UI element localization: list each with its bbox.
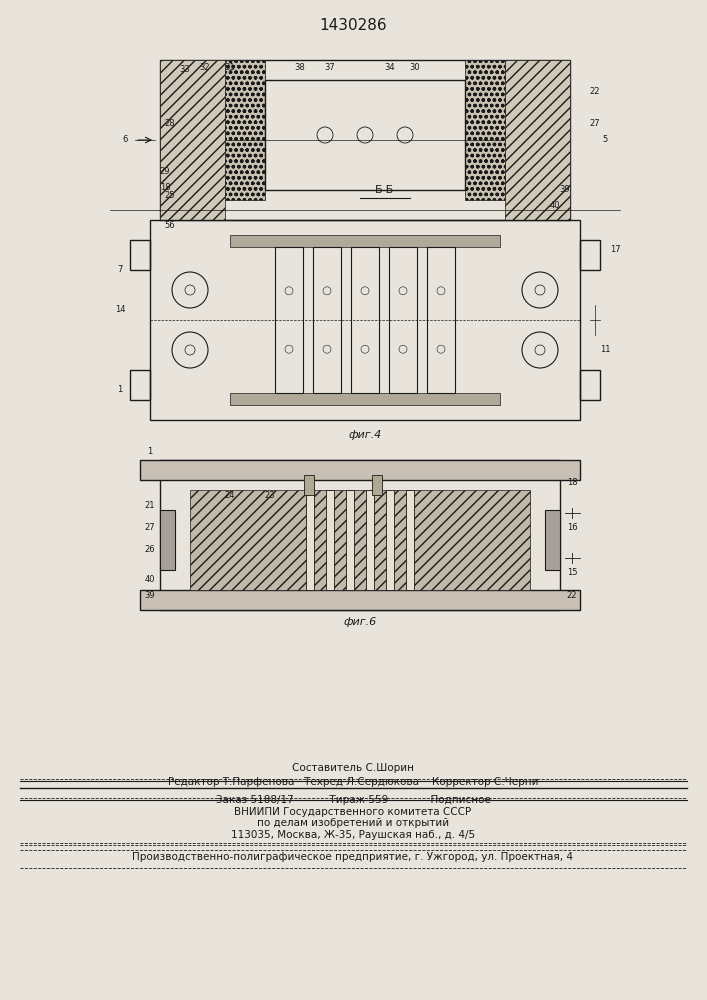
Text: 34: 34 [385, 64, 395, 73]
Text: Б-Б: Б-Б [375, 185, 395, 195]
Text: Заказ 5188/17           Тираж 559             Подписное: Заказ 5188/17 Тираж 559 Подписное [216, 795, 491, 805]
Text: 113035, Москва, Ж-35, Раушская наб., д. 4/5: 113035, Москва, Ж-35, Раушская наб., д. … [231, 830, 475, 840]
Text: по делам изобретений и открытий: по делам изобретений и открытий [257, 818, 449, 828]
Bar [150, 220, 580, 420]
Text: 33: 33 [180, 66, 190, 75]
Bar [346, 490, 354, 590]
Text: 39: 39 [145, 590, 156, 599]
Text: Составитель С.Шорин: Составитель С.Шорин [292, 763, 414, 773]
Text: 22: 22 [590, 88, 600, 97]
Text: 28: 28 [165, 119, 175, 128]
Text: 23: 23 [264, 490, 275, 499]
Text: 11: 11 [600, 346, 610, 355]
Bar [160, 60, 570, 220]
Text: 22: 22 [567, 590, 577, 599]
Text: 18: 18 [160, 184, 170, 192]
Text: 6: 6 [122, 135, 128, 144]
Bar [366, 490, 374, 590]
Bar [130, 240, 150, 270]
Text: 26: 26 [145, 546, 156, 554]
Text: 29: 29 [160, 167, 170, 176]
Bar [306, 490, 314, 590]
Bar [313, 247, 341, 393]
Text: 7: 7 [117, 265, 123, 274]
Bar [190, 490, 530, 590]
Text: 31: 31 [225, 64, 235, 73]
Text: 38: 38 [295, 64, 305, 73]
Bar [230, 393, 500, 405]
Bar [580, 370, 600, 400]
Text: 1430286: 1430286 [319, 17, 387, 32]
Text: 24: 24 [225, 490, 235, 499]
Bar [230, 235, 500, 247]
Text: 1: 1 [147, 448, 153, 456]
Bar [580, 240, 600, 270]
Bar [505, 60, 570, 220]
Text: 16: 16 [567, 523, 578, 532]
Bar [386, 490, 394, 590]
Bar [406, 490, 414, 590]
Bar [465, 60, 505, 200]
Bar [304, 475, 314, 495]
Text: 37: 37 [325, 64, 335, 73]
Text: фиг.6: фиг.6 [344, 617, 377, 627]
Text: 17: 17 [609, 245, 620, 254]
Text: 30: 30 [409, 64, 421, 73]
Bar [326, 490, 334, 590]
Bar [160, 510, 175, 570]
Text: 18: 18 [567, 478, 578, 487]
Bar [427, 247, 455, 393]
Text: 32: 32 [199, 64, 210, 73]
Text: 40: 40 [550, 200, 560, 210]
Text: 5: 5 [602, 135, 607, 144]
Bar [265, 80, 465, 190]
Text: 40: 40 [145, 576, 156, 584]
Bar [545, 510, 560, 570]
Bar [140, 590, 580, 610]
Text: 27: 27 [145, 523, 156, 532]
Text: 27: 27 [590, 119, 600, 128]
Text: 21: 21 [145, 500, 156, 510]
Text: Производственно-полиграфическое предприятие, г. Ужгород, ул. Проектная, 4: Производственно-полиграфическое предприя… [132, 852, 573, 862]
Text: 39: 39 [560, 186, 571, 194]
Bar [140, 460, 580, 480]
Bar [225, 60, 265, 200]
Bar [372, 475, 382, 495]
Bar [389, 247, 417, 393]
Bar [160, 60, 225, 220]
Text: 1: 1 [117, 385, 122, 394]
Text: фиг.4: фиг.4 [349, 430, 382, 440]
Bar [275, 247, 303, 393]
Text: 14: 14 [115, 306, 125, 314]
Bar [160, 460, 560, 610]
Text: 56: 56 [165, 221, 175, 230]
Text: 25: 25 [165, 190, 175, 200]
Text: ВНИИПИ Государственного комитета СССР: ВНИИПИ Государственного комитета СССР [235, 807, 472, 817]
Text: 15: 15 [567, 568, 577, 577]
Text: Редактор Т.Парфенова   Техред Л.Сердюкова    Корректор С.Черни: Редактор Т.Парфенова Техред Л.Сердюкова … [168, 777, 538, 787]
Bar [351, 247, 379, 393]
Bar [130, 370, 150, 400]
